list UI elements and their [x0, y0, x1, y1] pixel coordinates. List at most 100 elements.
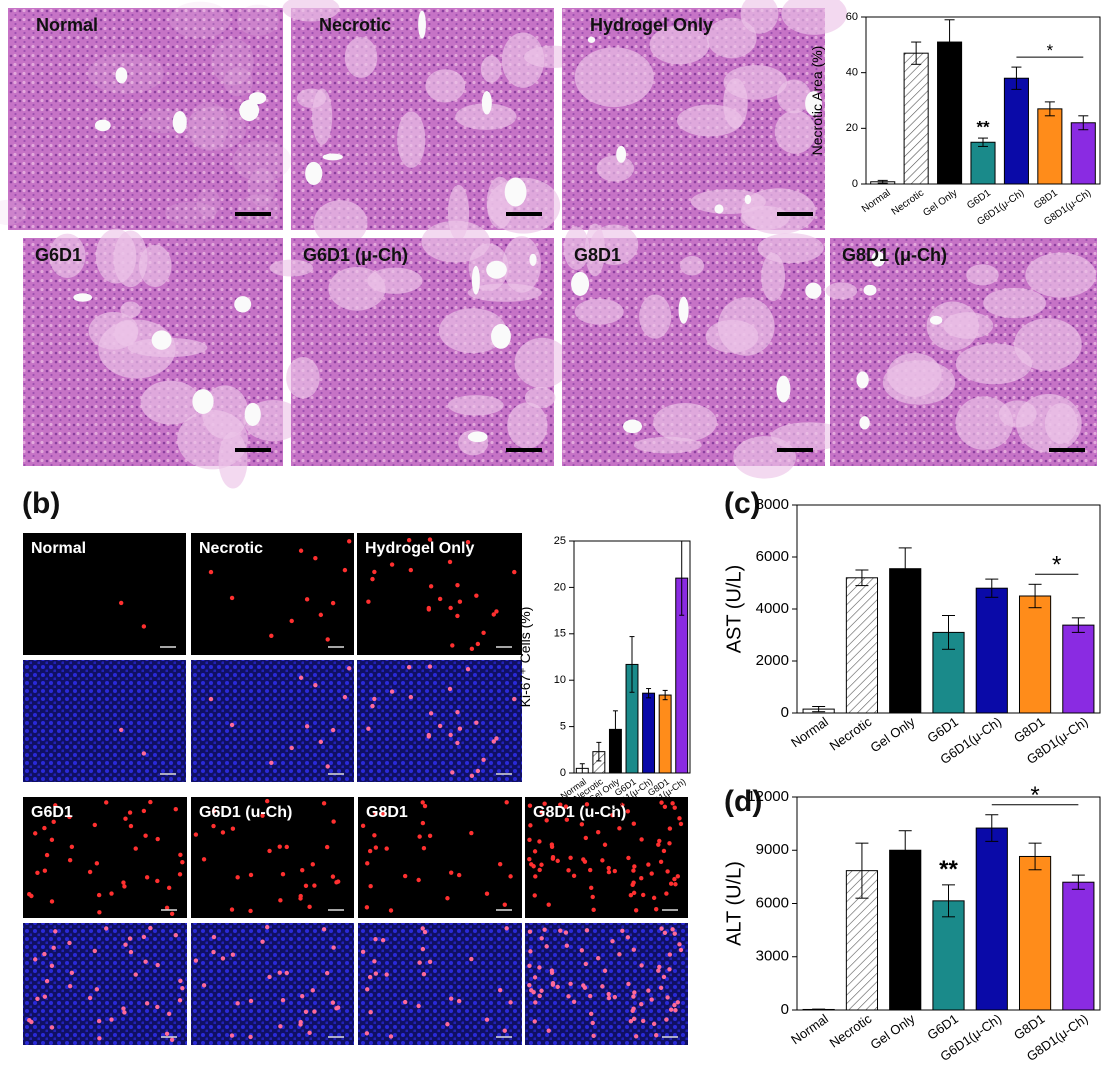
ki67-dot — [512, 696, 517, 702]
ki67-dot — [656, 842, 661, 847]
ki67-dot — [155, 878, 160, 884]
ki67-dot — [169, 911, 175, 916]
ki67-dot — [420, 820, 426, 826]
image-label: G6D1 — [35, 245, 82, 265]
ki67-dot — [549, 844, 555, 849]
ki67-dot — [133, 972, 138, 977]
ki67-dot — [533, 1000, 538, 1005]
tissue-patch — [421, 220, 491, 263]
ki67-dot — [532, 975, 538, 980]
ki67-dot — [312, 1009, 317, 1014]
ki67-dot — [508, 874, 513, 879]
ki67-dot — [420, 926, 425, 931]
ki67-dot — [365, 987, 370, 992]
ki67-dot — [646, 988, 651, 993]
bar — [903, 52, 929, 185]
ki67-dot — [368, 884, 373, 889]
ki67-dot — [437, 723, 443, 729]
ki67-dot — [620, 802, 625, 808]
ki67-dot — [128, 949, 134, 955]
x-tick-label: Necrotic — [827, 714, 875, 754]
y-tick-label: 6000 — [756, 894, 789, 911]
y-tick-label: 40 — [846, 67, 858, 79]
tissue-patch — [95, 228, 137, 284]
ki67-dot — [141, 751, 147, 756]
ki67-dot — [42, 951, 47, 957]
ki67-dot — [587, 867, 593, 873]
vessel — [481, 91, 492, 115]
ki67-dot — [664, 891, 669, 896]
ki67-dot — [456, 998, 462, 1004]
tissue-patch — [761, 253, 786, 302]
vessel — [616, 145, 627, 163]
vessel — [192, 389, 214, 414]
ki67-dot — [610, 939, 615, 944]
ki67-dot — [260, 939, 265, 944]
ki67-dot — [166, 1011, 172, 1017]
ki67-dot — [600, 858, 605, 863]
fluorescence-image — [23, 660, 186, 782]
ki67-dot — [372, 696, 377, 702]
ki67-dot — [269, 760, 274, 766]
ki67-dot — [631, 1016, 637, 1022]
ki67-dot — [330, 1000, 336, 1005]
ki67-dot — [67, 814, 72, 820]
ki67-dot — [324, 970, 330, 976]
ki67-dot — [457, 726, 463, 731]
bar — [1018, 595, 1052, 714]
image-label: Hydrogel Only — [590, 15, 713, 35]
ki67-dot — [606, 865, 611, 871]
bar — [1062, 624, 1095, 714]
tissue-patch — [501, 32, 545, 88]
vessel — [172, 111, 187, 134]
vessel — [744, 194, 752, 205]
y-tick-label: 15 — [554, 628, 566, 640]
y-tick-label: 20 — [554, 581, 566, 593]
ki67-dot — [260, 813, 265, 818]
ki67-dot — [346, 666, 352, 671]
tissue-patch — [998, 400, 1037, 428]
significance: ** — [939, 856, 958, 883]
ki67-dot — [528, 949, 533, 954]
ki67-dot — [670, 927, 675, 932]
ki67-dot — [230, 826, 236, 831]
ki67-dot — [606, 991, 611, 997]
ki67-dot — [49, 963, 55, 969]
ki67-dot — [631, 994, 636, 999]
tissue-patch — [524, 386, 556, 409]
ki67-dot — [141, 934, 147, 940]
ki67-dot — [384, 846, 389, 851]
ki67-dot — [94, 987, 100, 992]
ki67-dot — [178, 978, 183, 984]
ki67-dot — [531, 990, 536, 995]
ki67-dot — [491, 739, 496, 744]
vessel — [115, 67, 128, 84]
vessel — [871, 251, 886, 267]
ki67-dot — [558, 802, 563, 807]
ki67-dot — [659, 800, 664, 805]
ki67-dot — [672, 1002, 677, 1008]
ki67-dot — [584, 928, 590, 933]
y-axis-label: Necrotic Area (%) — [809, 46, 825, 156]
tissue-patch — [467, 283, 542, 302]
vessel — [929, 315, 943, 325]
vessel — [623, 419, 643, 434]
vessel — [234, 296, 252, 313]
ki67-dot — [118, 600, 124, 606]
y-tick-label: 3000 — [756, 948, 789, 965]
ki67-dot — [631, 890, 637, 896]
ki67-dot — [211, 823, 216, 829]
tissue-patch — [397, 111, 426, 168]
ki67-dot — [211, 808, 217, 814]
ki67-dot — [617, 826, 622, 831]
ki67-dot — [670, 801, 675, 806]
fluorescence-image — [23, 533, 186, 655]
ki67-dot — [364, 1031, 370, 1036]
ki67-dot — [469, 773, 475, 779]
ki67-dot — [44, 852, 50, 858]
ki67-dot — [180, 985, 185, 991]
ki67-dot — [625, 935, 631, 940]
vessel — [678, 296, 689, 324]
image-label: Normal — [31, 540, 86, 557]
plot-frame — [573, 540, 691, 774]
